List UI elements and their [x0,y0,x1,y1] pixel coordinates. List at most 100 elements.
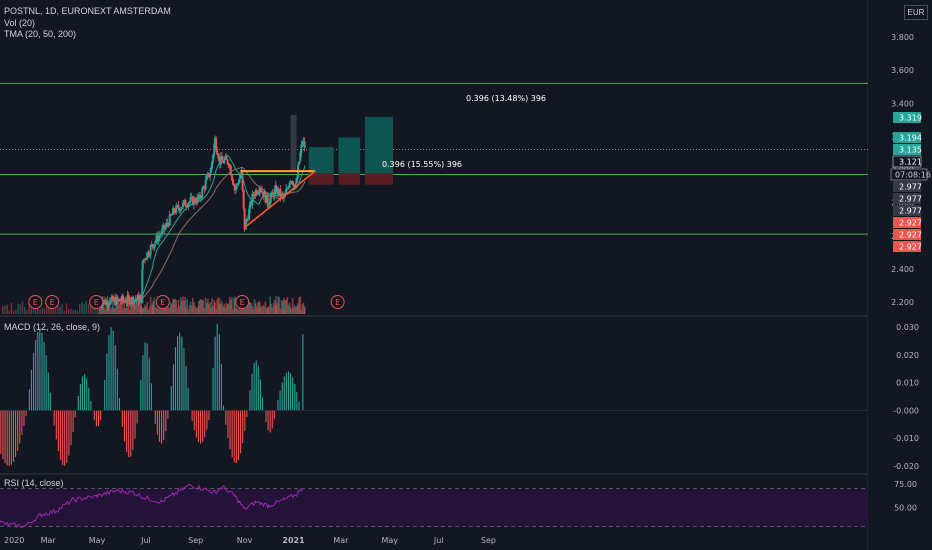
earnings-marker [235,295,250,309]
volume-bar [239,309,242,314]
volume-bar [115,298,118,314]
earnings-marker-label: E [240,298,245,307]
macd-tick: -0.020 [893,462,919,471]
candle [211,161,214,169]
candle [179,208,182,212]
volume-bar [202,300,205,314]
volume-bar [160,309,162,314]
candle [202,187,205,189]
volume-bar [259,302,261,314]
volume-bar [24,306,26,314]
volume-bar [107,300,110,314]
volume-bar [178,306,181,314]
candle [256,192,259,195]
macd-tick: -0.000 [893,406,919,415]
earnings-marker [28,295,43,309]
volume-bar [2,306,4,314]
price-tick: 3.800 [891,33,914,42]
candle [213,143,216,155]
volume-bar [74,309,76,314]
countdown-box [890,168,928,181]
candle [238,178,241,184]
volume-bar [269,296,271,314]
volume-bar [205,302,208,314]
volume-bar [168,307,171,314]
price-label [893,112,921,123]
candle [156,235,159,242]
volume-bar [87,303,90,314]
volume-bar [195,307,197,314]
candle [151,244,154,246]
volume-bar [298,297,300,314]
candle [155,235,158,242]
range-annotation-lower: 0.396 (15.55%) 396 [382,160,462,169]
price-label-text: 3.194 [899,134,922,143]
candle [149,245,152,255]
volume-bar [92,308,94,314]
volume-bar [28,302,30,314]
earnings-marker-label: E [33,298,38,307]
volume-bar [98,302,101,314]
volume-bar [234,296,236,314]
stop-zone-1 [308,173,334,185]
candle [176,205,179,207]
price-label-text: 3.135 [899,146,922,155]
price-tick: 3.600 [891,66,914,75]
volume-bar [292,306,295,314]
candle [118,298,121,301]
price-label [893,241,921,252]
price-tick: 2.200 [891,298,914,307]
volume-bar [15,309,17,314]
volume-bar [303,307,306,314]
currency-badge[interactable]: EUR [904,5,928,20]
volume-bar [35,308,37,314]
candle [150,244,153,246]
volume-bar [117,298,120,314]
candle [229,165,232,176]
volume-bar [4,305,6,314]
candle [237,183,240,185]
candle [127,295,130,298]
candle [167,223,170,226]
volume-bar [201,299,204,314]
candle [255,190,258,195]
candle [292,184,295,187]
candle [215,138,218,150]
time-tick: Mar [333,536,349,545]
volume-bar [235,307,237,314]
rsi-line [0,483,304,529]
volume-bar [185,307,187,314]
candle [113,298,116,301]
candle [175,205,178,213]
volume-bar [285,299,287,314]
volume-bar [283,297,285,314]
volume-bar [122,308,124,314]
candle [168,214,171,226]
volume-bar [176,308,179,314]
volume-bar [63,310,65,314]
candle [226,159,229,164]
volume-bar [203,308,206,314]
volume-bar [165,303,168,314]
candle [122,295,125,301]
volume-bar [141,308,144,314]
volume-bar [244,308,247,314]
time-axis: 2020 Mar May Jul Sep Nov 2021 Mar May Jul Sep [4,536,496,545]
macd-tick: 0.010 [896,379,919,388]
macd-pane [0,324,868,466]
volume-bar [76,310,79,314]
candle [106,300,109,306]
candle [261,190,264,192]
support-trendline [244,170,316,229]
candle [239,174,242,179]
volume-bar [247,305,249,314]
volume-bar [118,303,121,314]
volume-bar [13,310,15,314]
candle [258,188,261,193]
candle [266,195,269,206]
volume-bar [131,301,133,314]
candle [203,187,206,189]
volume-bar [290,308,293,314]
volume-bar [143,307,145,314]
